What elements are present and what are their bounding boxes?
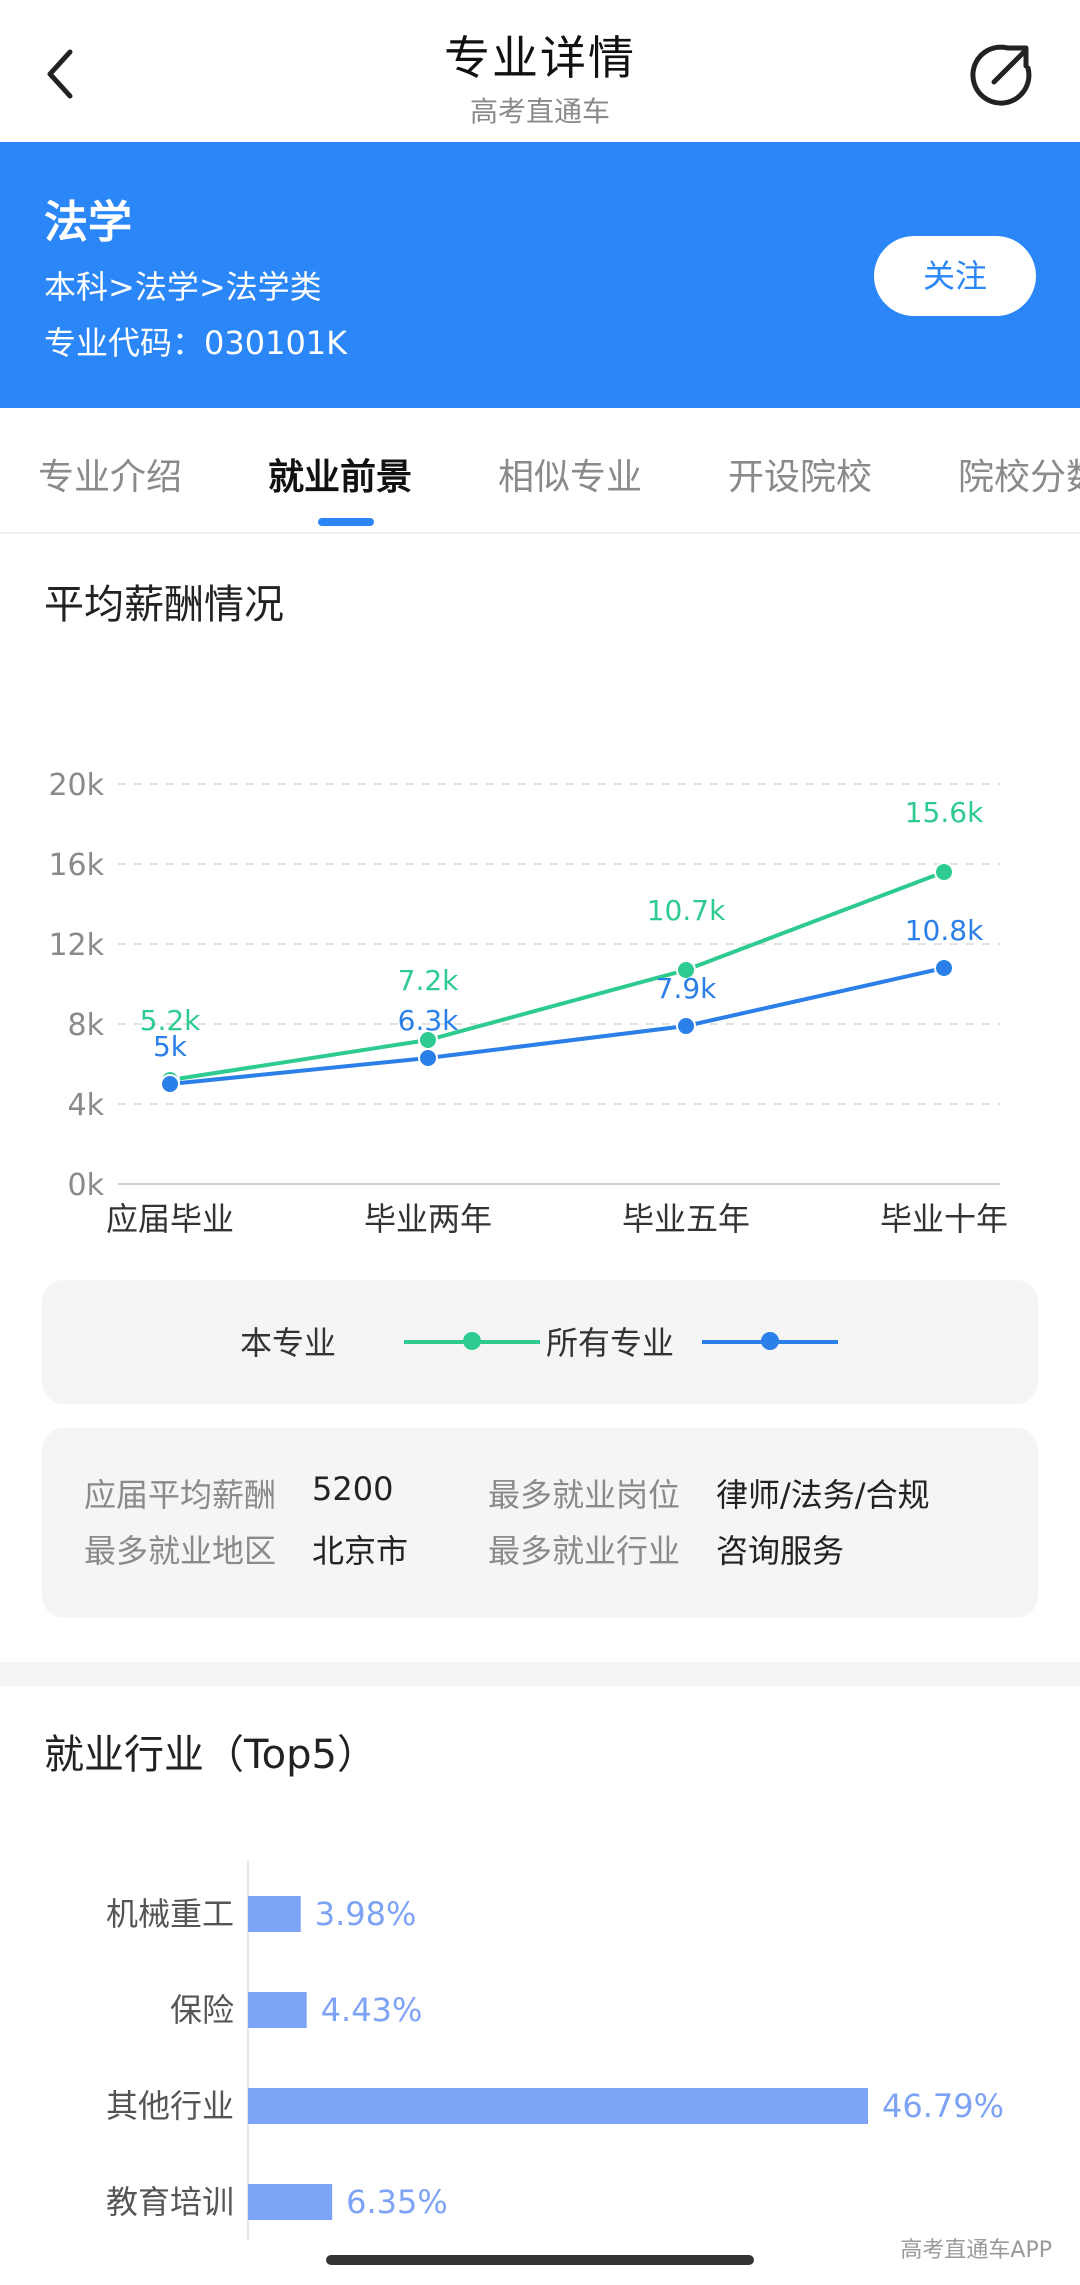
fresh-avg-value: 5200 xyxy=(312,1470,394,1508)
major-name: 法学 xyxy=(44,197,132,248)
data-label: 10.8k xyxy=(905,914,984,947)
bar xyxy=(248,1896,301,1932)
data-label: 6.3k xyxy=(398,1004,460,1037)
data-point xyxy=(676,1016,696,1036)
bar-category-label: 教育培训 xyxy=(106,2183,234,2221)
x-tick-label: 应届毕业 xyxy=(106,1200,234,1238)
data-point xyxy=(160,1074,180,1094)
salary-line-chart-svg: 0k 4k 8k 12k 16k 20k 应届毕业 毕业两年 毕业五年 毕业十年 5.2k 7.2k 1… xyxy=(48,768,1008,1238)
x-tick-label: 毕业两年 xyxy=(364,1200,492,1238)
top-region-value: 北京市 xyxy=(312,1532,409,1570)
bar-category-label: 保险 xyxy=(170,1991,234,2029)
back-button[interactable] xyxy=(36,38,96,108)
share-arrow-icon xyxy=(970,44,1032,106)
page-subtitle: 高考直通车 xyxy=(469,95,610,128)
series-line xyxy=(169,966,945,1086)
industry-bar-chart: 机械重工 3.98% 保险 4.43% 其他行业 46.79% 教育培训 6.35% xyxy=(0,1850,1080,2250)
tab-scores[interactable]: 院校分数 xyxy=(958,457,1080,498)
legend-label-all-majors: 所有专业 xyxy=(546,1324,675,1362)
top-job-label: 最多就业岗位 xyxy=(488,1476,681,1514)
tab-similar[interactable]: 相似专业 xyxy=(498,457,643,498)
top-region-label: 最多就业地区 xyxy=(84,1532,277,1570)
top-industry-label: 最多就业行业 xyxy=(488,1532,681,1570)
industry-section-title: 就业行业（Top5） xyxy=(44,1732,377,1778)
x-tick-label: 毕业十年 xyxy=(880,1200,1008,1238)
bar-category-label: 其他行业 xyxy=(106,2087,234,2125)
legend-dot-this-major xyxy=(463,1332,481,1350)
data-point xyxy=(934,958,954,978)
salary-section-title: 平均薪酬情况 xyxy=(44,582,284,628)
data-point xyxy=(934,862,954,882)
y-tick-label: 12k xyxy=(48,928,104,963)
share-button[interactable] xyxy=(964,36,1040,112)
y-tick-label: 16k xyxy=(48,848,104,883)
y-tick-label: 4k xyxy=(68,1088,105,1123)
industry-bar-chart-svg: 机械重工 3.98% 保险 4.43% 其他行业 46.79% 教育培训 6.35% xyxy=(106,1860,1004,2240)
bar-value-label: 4.43% xyxy=(321,1991,423,2029)
major-header: 法学 本科>法学>法学类 专业代码：030101K 关注 xyxy=(0,142,1080,408)
data-point xyxy=(676,960,696,980)
data-label: 7.2k xyxy=(398,964,460,997)
top-job-value: 律师/法务/合规 xyxy=(716,1476,930,1514)
x-tick-label: 毕业五年 xyxy=(622,1200,750,1238)
follow-button[interactable]: 关注 xyxy=(874,236,1036,316)
nav-bar: 专业详情 高考直通车 xyxy=(0,0,1080,142)
data-label: 7.9k xyxy=(656,972,718,1005)
salary-line-chart: 0k 4k 8k 12k 16k 20k 应届毕业 毕业两年 毕业五年 毕业十年 5.2k 7.2k 1… xyxy=(0,740,1080,1240)
legend-label-this-major: 本专业 xyxy=(240,1324,337,1362)
bar-value-label: 46.79% xyxy=(882,2087,1004,2125)
chevron-left-icon xyxy=(47,49,73,99)
data-label: 10.7k xyxy=(647,894,726,927)
data-label: 5k xyxy=(153,1030,188,1063)
section-divider xyxy=(0,1662,1080,1686)
bar xyxy=(248,2088,868,2124)
bar-category-label: 机械重工 xyxy=(106,1895,234,1933)
watermark: 高考直通车APP xyxy=(900,2238,1052,2263)
bar-value-label: 3.98% xyxy=(315,1895,417,1933)
y-tick-label: 0k xyxy=(68,1168,105,1203)
salary-stats-card: 应届平均薪酬 5200 最多就业岗位 律师/法务/合规 最多就业地区 北京市 最… xyxy=(42,1428,1038,1618)
y-tick-label: 20k xyxy=(48,768,104,803)
bar xyxy=(248,1992,307,2028)
data-label: 15.6k xyxy=(905,796,984,829)
chart-legend: 本专业 所有专业 xyxy=(42,1280,1038,1404)
series-line xyxy=(169,870,945,1082)
home-indicator[interactable] xyxy=(326,2255,754,2265)
fresh-avg-label: 应届平均薪酬 xyxy=(84,1476,277,1514)
bar-value-label: 6.35% xyxy=(346,2183,448,2221)
page-title: 专业详情 xyxy=(444,31,636,85)
legend-dot-all-majors xyxy=(761,1332,779,1350)
y-tick-label: 8k xyxy=(68,1008,105,1043)
major-code: 专业代码：030101K xyxy=(44,324,348,362)
major-path: 本科>法学>法学类 xyxy=(44,268,322,306)
tab-intro[interactable]: 专业介绍 xyxy=(38,457,183,498)
top-industry-value: 咨询服务 xyxy=(716,1532,845,1570)
tab-indicator xyxy=(318,518,374,526)
tab-bar: 专业介绍 就业前景 相似专业 开设院校 院校分数 xyxy=(0,408,1080,534)
data-label: 5.2k xyxy=(140,1004,202,1037)
tab-employment[interactable]: 就业前景 xyxy=(268,457,413,498)
bar xyxy=(248,2184,333,2220)
data-point xyxy=(418,1048,438,1068)
tab-schools[interactable]: 开设院校 xyxy=(728,457,873,498)
